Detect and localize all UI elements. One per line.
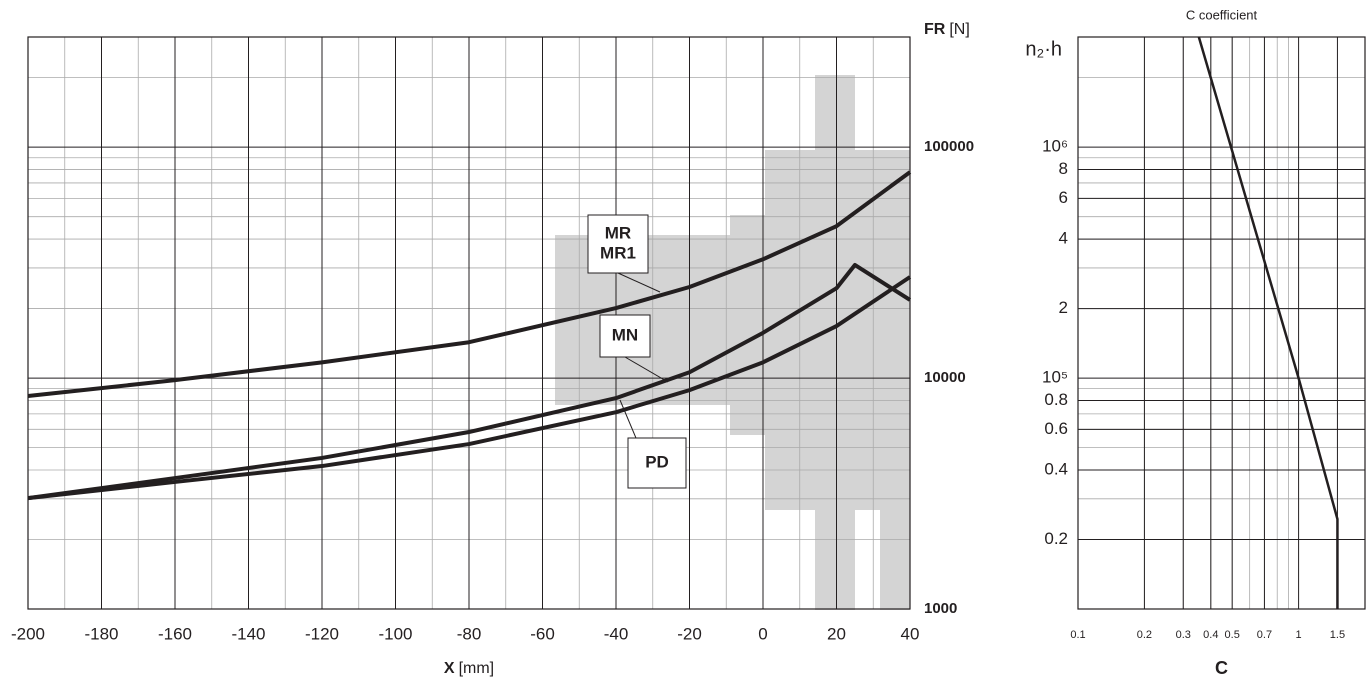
y-axis-label-name: FR — [924, 21, 946, 38]
series-label-box — [587, 214, 649, 274]
plot-frame — [1077, 36, 1366, 610]
series-line — [27, 170, 912, 399]
series-label: MR1 — [600, 243, 636, 262]
x-tick-label: 1 — [1296, 629, 1302, 641]
x-tick-label: -140 — [231, 624, 265, 643]
x-axis-label: C — [1215, 658, 1228, 678]
x-tick-label: 0 — [758, 624, 767, 643]
x-tick-label: -20 — [677, 624, 702, 643]
series-label: PD — [645, 452, 669, 471]
y-tick-label: 0.6 — [1044, 419, 1068, 438]
x-tick-label: -100 — [378, 624, 412, 643]
x-tick-label: -60 — [530, 624, 555, 643]
leader-line — [624, 356, 669, 383]
series-label-box — [627, 437, 687, 489]
leader-line — [617, 272, 661, 293]
y-tick-label: 100000 — [924, 138, 974, 155]
x-tick-label: 0.2 — [1137, 629, 1152, 641]
x-tick-label: -80 — [457, 624, 482, 643]
x-tick-label: -180 — [84, 624, 118, 643]
y-tick-label: 0.4 — [1044, 459, 1068, 478]
x-axis-unit: [mm] — [459, 660, 495, 677]
x-tick-label: -200 — [11, 624, 45, 643]
y-tick-label: 10000 — [924, 369, 966, 386]
plot-frame — [27, 36, 911, 610]
y-axis-unit: [N] — [949, 21, 969, 38]
x-tick-label: 0.1 — [1070, 629, 1085, 641]
y-tick-label: 10⁵ — [1042, 368, 1068, 387]
y-tick-label: 8 — [1059, 159, 1068, 178]
x-tick-label: 40 — [901, 624, 920, 643]
y-tick-label: 0.8 — [1044, 390, 1068, 409]
x-tick-label: -40 — [604, 624, 629, 643]
y-tick-label: 4 — [1059, 229, 1068, 248]
chart-title: C coefficient — [1186, 7, 1258, 22]
x-tick-label: 0.5 — [1225, 629, 1240, 641]
y-tick-label: 1000 — [924, 600, 957, 617]
y-axis-label: n₂·h — [1025, 38, 1062, 60]
x-tick-label: 0.4 — [1203, 629, 1218, 641]
x-tick-label: 0.3 — [1176, 629, 1191, 641]
x-axis-label: X [mm] — [444, 660, 494, 677]
x-tick-label: 0.7 — [1257, 629, 1272, 641]
series-line — [1197, 36, 1339, 609]
series-line — [27, 262, 912, 501]
series-label: MN — [612, 325, 638, 344]
series-label-box — [599, 314, 651, 358]
series-label: MR — [605, 223, 631, 242]
y-tick-label: 6 — [1059, 188, 1068, 207]
x-axis-label-name: X — [444, 660, 455, 677]
x-tick-label: -160 — [158, 624, 192, 643]
y-axis-label: FR [N] — [924, 21, 970, 38]
x-tick-label: 1.5 — [1330, 629, 1345, 641]
x-tick-label: -120 — [305, 624, 339, 643]
x-tick-label: 20 — [827, 624, 846, 643]
y-tick-label: 2 — [1059, 298, 1068, 317]
y-tick-label: 0.2 — [1044, 529, 1068, 548]
series-line — [27, 275, 912, 501]
y-tick-label: 10⁶ — [1042, 137, 1068, 156]
